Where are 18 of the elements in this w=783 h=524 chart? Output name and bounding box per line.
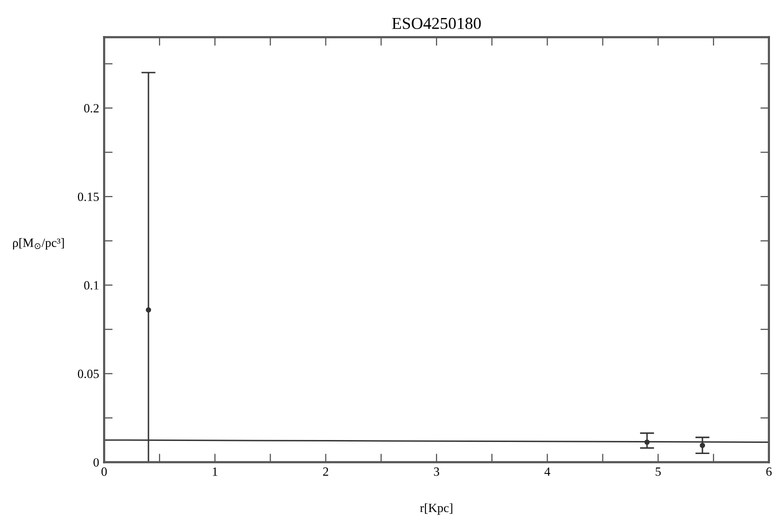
y-tick-label: 0.15 [78,192,99,202]
x-tick-label: 2 [323,467,328,476]
y-tick-label: 0.1 [84,281,99,290]
x-tick-label: 4 [544,467,550,476]
y-tick-label: 0.05 [78,370,99,378]
point [146,307,152,313]
x-axis-title: r[Kpc] [420,503,452,515]
y-tick-label: 0.2 [84,104,99,113]
x-tick-label: 1 [212,467,218,476]
y-axis-title: ρ[M$_{⊙}$/pc³] [13,238,64,250]
point [700,442,706,448]
x-tick-label: 3 [434,467,440,476]
chart-title: ESO4250180 [392,18,481,30]
y-tick-label: 0 [94,458,99,467]
point [644,440,650,445]
x-tick-label: 6 [766,467,772,476]
x-tick-label: 5 [656,468,661,476]
x-tick-label: 0 [101,467,107,476]
